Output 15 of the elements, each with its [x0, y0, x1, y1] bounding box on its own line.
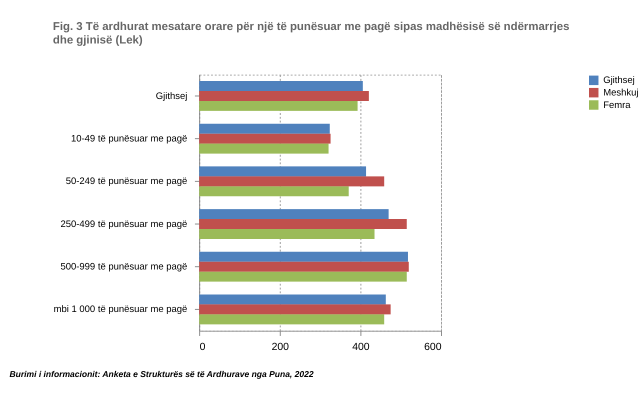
- y-tick-label: 250-499 të punësuar me pagë: [60, 218, 188, 230]
- y-tick-label: 10-49 të punësuar me pagë: [70, 134, 188, 145]
- legend-label: Gjithsej: [603, 75, 635, 86]
- chart-title: Fig. 3 Të ardhurat mesatare orare për një të punësuar me pagë sipas madhësisë së ndërmarrjes dhe gjinisë (Lek): [52, 21, 570, 46]
- x-tick-label: 600: [424, 342, 442, 354]
- x-tick-label: 200: [272, 342, 290, 354]
- legend-label: Femra: [603, 100, 632, 111]
- y-tick-label: 500-999 të punësuar me pagë: [60, 262, 188, 273]
- y-tick-label: mbi 1 000 të punësuar me pagë: [54, 304, 188, 316]
- y-tick-label: Gjithsej: [156, 90, 188, 102]
- x-tick-label: 0: [200, 342, 206, 354]
- legend-label: Meshkuj: [603, 88, 638, 99]
- text: Burimi i informacionit: Anketa e Strukturës së të Ardhurave nga Puna, 2022: [9, 369, 314, 380]
- x-tick-label: 400: [352, 342, 370, 354]
- y-tick-label: 50-249 të punësuar me pagë: [66, 176, 188, 188]
